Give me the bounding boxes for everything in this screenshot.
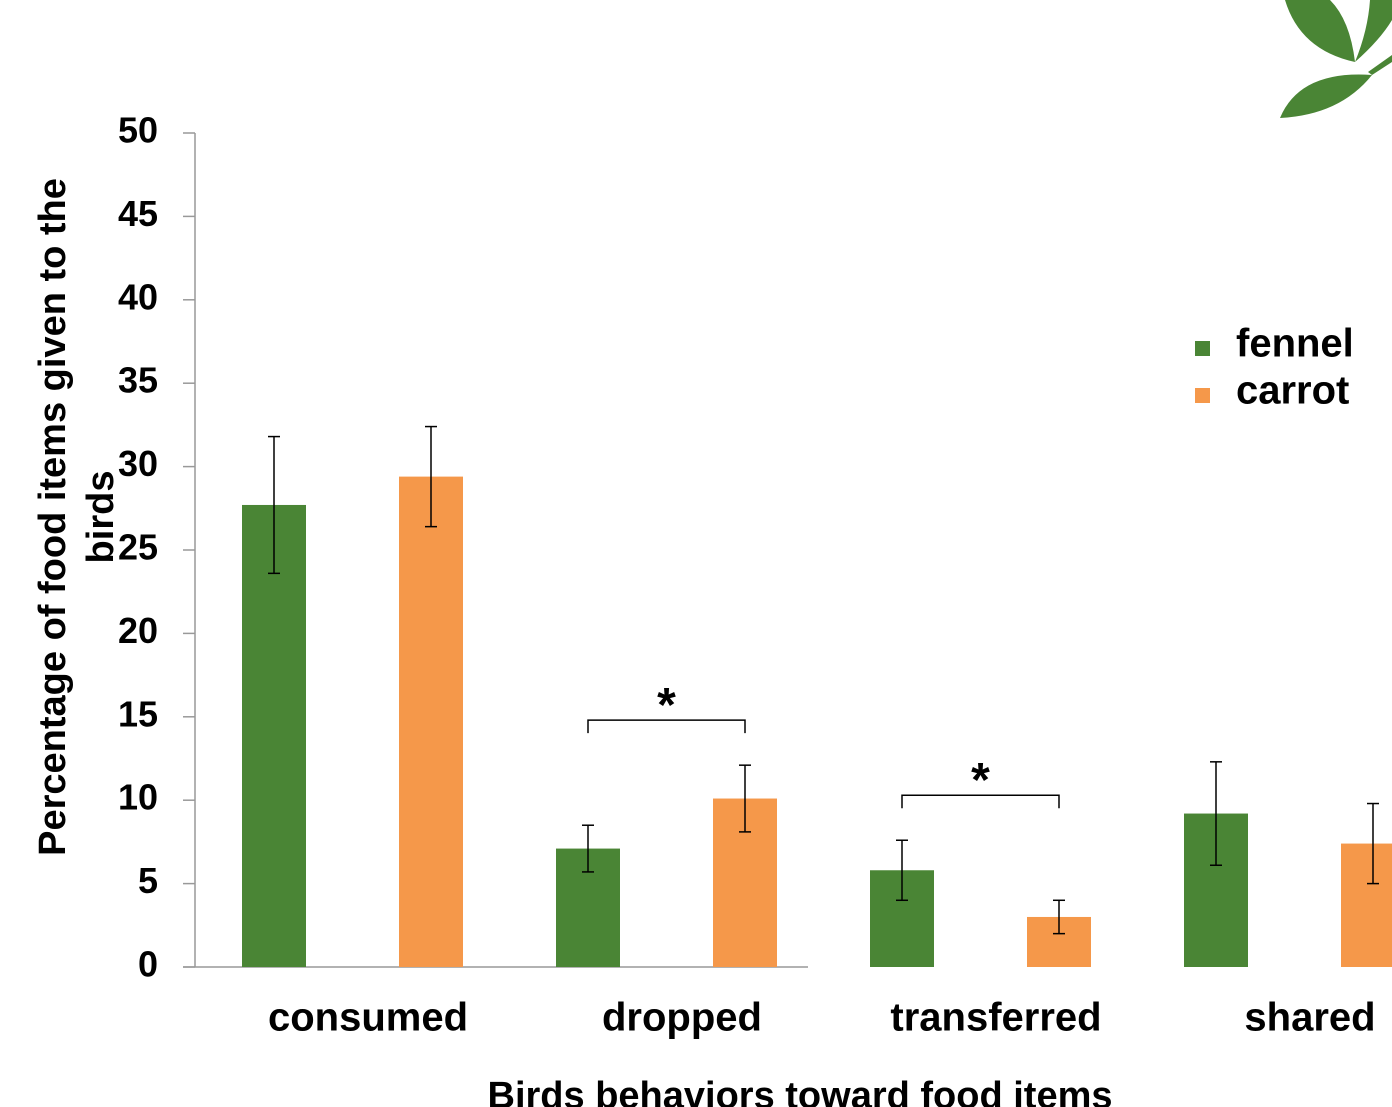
y-tick-label: 45	[118, 193, 158, 234]
legend-label: carrot	[1236, 369, 1349, 413]
legend-swatch	[1195, 341, 1210, 356]
y-tick-label: 0	[138, 944, 158, 985]
y-tick-label: 10	[118, 777, 158, 818]
bar	[399, 477, 463, 967]
y-tick-label: 25	[118, 527, 158, 568]
y-tick-label: 5	[138, 860, 158, 901]
legend-label: fennel	[1236, 322, 1354, 366]
leaf-decoration	[1280, 0, 1392, 118]
x-axis-title: Birds behaviors toward food items	[488, 1075, 1113, 1107]
x-tick-label: consumed	[268, 996, 468, 1040]
y-tick-label: 35	[118, 360, 158, 401]
bar	[242, 505, 306, 967]
x-tick-label: shared	[1244, 996, 1375, 1040]
x-tick-label: transferred	[890, 996, 1101, 1040]
annotation: *	[657, 679, 676, 732]
bar	[1341, 844, 1392, 967]
legend-swatch	[1195, 388, 1210, 403]
y-tick-label: 40	[118, 276, 158, 317]
y-tick-label: 20	[118, 610, 158, 651]
y-tick-label: 30	[118, 443, 158, 484]
y-tick-label: 50	[118, 110, 158, 151]
y-tick-label: 15	[118, 693, 158, 734]
annotation: *	[971, 754, 990, 807]
chart: Birds behaviors toward food items Percen…	[0, 0, 1392, 1107]
x-tick-label: dropped	[602, 996, 762, 1040]
